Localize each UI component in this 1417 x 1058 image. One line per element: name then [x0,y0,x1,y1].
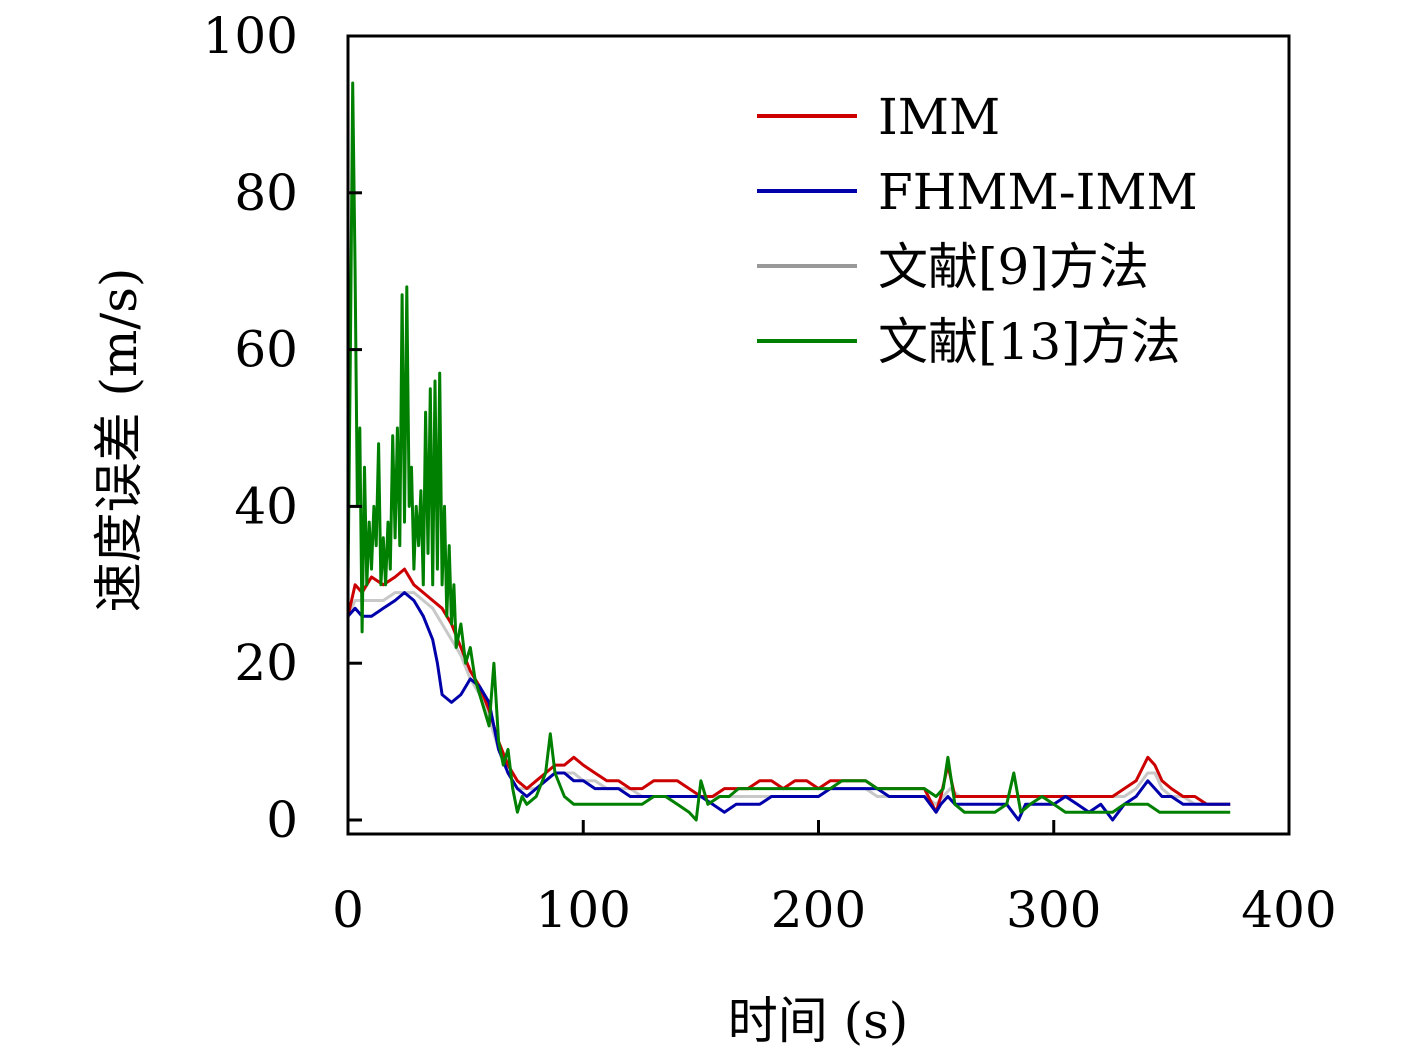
x-tick-label-2: 200 [771,881,866,939]
legend-label-2: 文献[9]方法 [878,238,1149,296]
x-axis-label: 时间 (s) [728,992,909,1050]
y-axis-label: 速度误差 (m/s) [90,268,148,613]
series-layer [346,81,1231,822]
y-tick-label-0: 0 [266,791,298,849]
y-tick-label-4: 80 [234,164,298,222]
y-tick-label-1: 20 [234,634,298,692]
legend-label-1: FHMM-IMM [878,163,1198,221]
x-tick-label-0: 0 [332,881,364,939]
y-tick-label-2: 40 [234,477,298,535]
series-line-3 [346,81,1231,822]
legend-label-3: 文献[13]方法 [878,313,1181,371]
x-tick-label-4: 400 [1241,881,1336,939]
x-tick-label-1: 100 [536,881,631,939]
x-tick-label-3: 300 [1006,881,1101,939]
tick-layer: 0 100 200 300 400 0 20 40 60 80 100 [203,7,1337,939]
y-tick-label-5: 100 [203,7,298,65]
legend-label-0: IMM [878,88,1000,146]
series-line-1 [346,591,1231,822]
y-tick-label-3: 60 [234,321,298,379]
